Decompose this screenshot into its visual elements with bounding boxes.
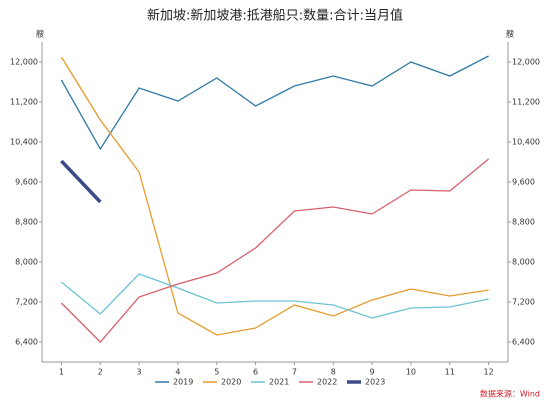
x-tick-label: 9 <box>370 368 375 377</box>
y-tick-label: 6,400 <box>15 338 38 347</box>
x-tick-label: 3 <box>137 368 142 377</box>
y2-axis-label: 艘 <box>506 29 514 39</box>
x-tick-label: 4 <box>175 368 180 377</box>
series-line <box>60 56 489 336</box>
series-line <box>60 159 102 204</box>
x-tick-label: 8 <box>331 368 336 377</box>
y-tick-label: 8,800 <box>15 218 38 227</box>
legend-label: 2020 <box>221 378 241 387</box>
x-tick-label: 10 <box>406 368 416 377</box>
x-tick-label: 6 <box>253 368 258 377</box>
x-tick-label: 11 <box>445 368 455 377</box>
y-tick-label: 9,600 <box>15 178 38 187</box>
x-tick-label: 2 <box>98 368 103 377</box>
series-line <box>60 273 489 319</box>
series-line <box>60 158 490 343</box>
y-tick-label: 8,000 <box>15 258 38 267</box>
y-axis-label: 艘 <box>36 29 44 39</box>
legend-label: 2022 <box>317 378 337 387</box>
y2-tick-label: 6,400 <box>512 338 535 347</box>
y-tick-label: 7,200 <box>15 298 38 307</box>
y2-tick-label: 12,000 <box>512 58 540 67</box>
y-tick-label: 11,200 <box>10 98 38 107</box>
x-tick-label: 12 <box>483 368 493 377</box>
chart-title: 新加坡:新加坡港:抵港船只:数量:合计:当月值 <box>147 8 403 24</box>
y2-tick-label: 8,800 <box>512 218 535 227</box>
source: 数据来源：Wind <box>480 389 540 399</box>
x-tick-label: 5 <box>214 368 219 377</box>
x-tick-label: 7 <box>292 368 297 377</box>
y2-tick-label: 8,000 <box>512 258 535 267</box>
x-tick-label: 1 <box>59 368 64 377</box>
legend-label: 2019 <box>173 378 193 387</box>
legend-label: 2023 <box>365 378 385 387</box>
y2-tick-label: 10,400 <box>512 138 540 147</box>
y2-tick-label: 7,200 <box>512 298 535 307</box>
legend-label: 2021 <box>269 378 289 387</box>
y-tick-label: 12,000 <box>10 58 38 67</box>
y-tick-label: 10,400 <box>10 138 38 147</box>
y2-tick-label: 11,200 <box>512 98 540 107</box>
y2-tick-label: 9,600 <box>512 178 535 187</box>
series-line <box>60 55 489 151</box>
